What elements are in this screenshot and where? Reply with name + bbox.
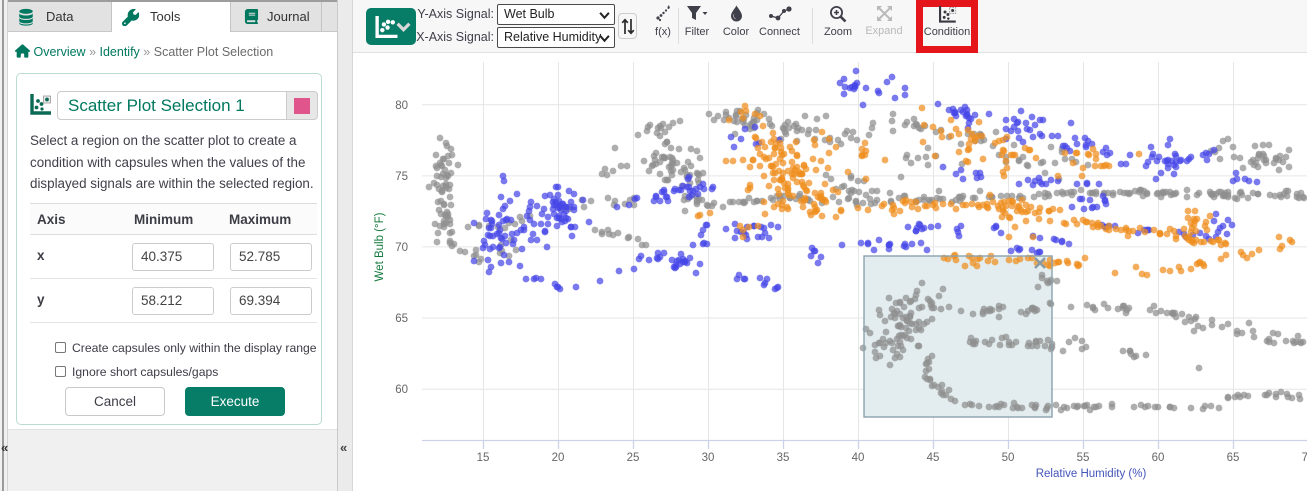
svg-text:35: 35 — [777, 452, 790, 464]
svg-text:40: 40 — [852, 452, 865, 464]
svg-text:65: 65 — [1227, 452, 1240, 464]
svg-text:20: 20 — [552, 452, 565, 464]
svg-text:50: 50 — [1002, 452, 1015, 464]
svg-text:80: 80 — [395, 100, 408, 112]
svg-text:65: 65 — [395, 313, 408, 325]
svg-text:45: 45 — [927, 452, 940, 464]
svg-text:60: 60 — [1152, 452, 1165, 464]
svg-text:Relative Humidity (%): Relative Humidity (%) — [1036, 468, 1147, 480]
svg-text:60: 60 — [395, 384, 408, 396]
svg-text:30: 30 — [702, 452, 715, 464]
svg-text:25: 25 — [627, 452, 640, 464]
svg-text:55: 55 — [1077, 452, 1090, 464]
svg-text:15: 15 — [477, 452, 490, 464]
svg-text:Wet Bulb (°F): Wet Bulb (°F) — [374, 212, 386, 281]
svg-text:75: 75 — [395, 171, 408, 183]
svg-text:70: 70 — [395, 242, 408, 254]
svg-text:70: 70 — [1302, 452, 1307, 464]
